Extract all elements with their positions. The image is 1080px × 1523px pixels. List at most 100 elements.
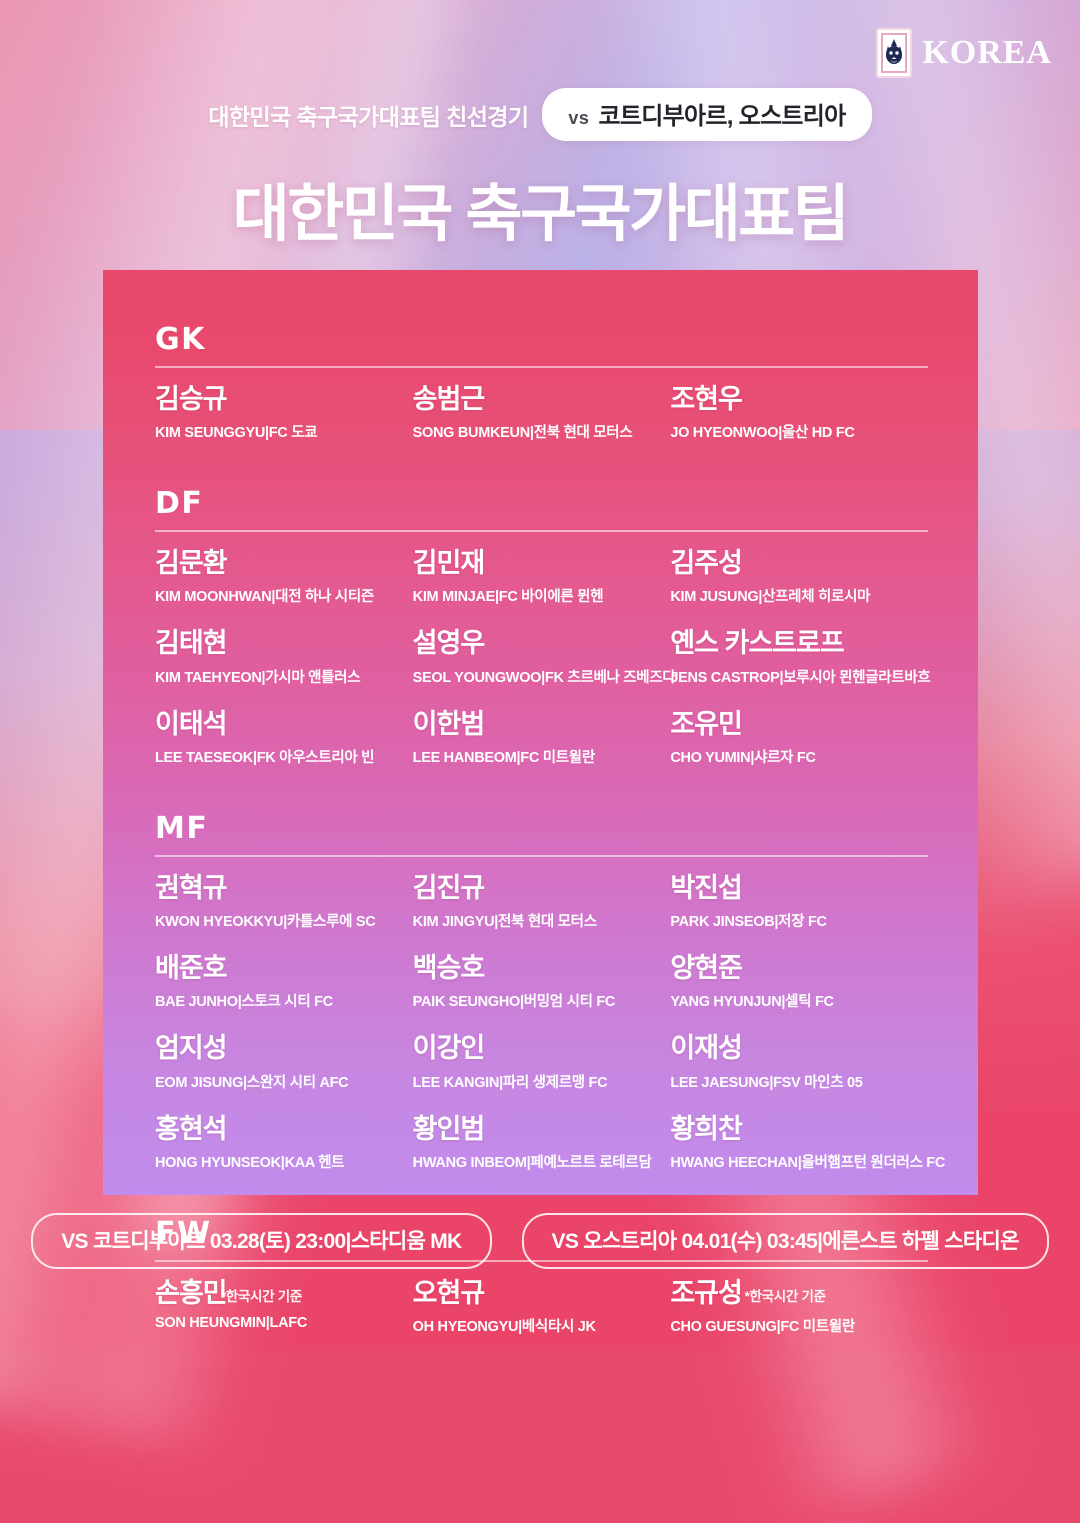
player-entry: 이강인 LEE KANGIN|파리 생제르맹 FC [413, 1033, 671, 1113]
player-row: 손흥민 SON HEUNGMIN|LAFC 오현규 OH HYEONGYU|베식타시 … [155, 1278, 928, 1358]
position-label-gk: GK [155, 322, 206, 357]
player-name: 황희찬 [670, 1113, 743, 1144]
position-label-mf: MF [155, 810, 209, 846]
squad-card: GK 김승규 KIM SEUNGGYU|FC 도쿄 송범근 SONG BUMKEUN|전… [103, 270, 978, 1335]
player-romanized-and-club: SON HEUNGMIN|LAFC [155, 1315, 308, 1332]
player-entry: 양현준 YANG HYUNJUN|셀틱 FC [670, 953, 928, 1033]
player-entry: 이태석 LEE TAESEOK|FK 아우스트리아 빈 [155, 709, 413, 789]
player-romanized-and-club: PAIK SEUNGHO|버밍엄 시티 FC [412, 994, 616, 1011]
page-title: 대한민국 축구국가대표팀 [232, 180, 850, 249]
player-romanized-and-club: OH HYEONGYU|베식타시 JK [412, 1319, 596, 1336]
player-entry: 김태현 KIM TAEHYEON|가시마 앤틀러스 [155, 628, 413, 708]
player-romanized-and-club: HONG HYUNSEOK|KAA 헨트 [155, 1154, 345, 1171]
player-entry: 이한범 LEE HANBEOM|FC 미트윌란 [413, 709, 671, 789]
player-entry: 김주성 KIM JUSUNG|산프레체 히로시마 [670, 548, 928, 628]
match-fixture: VS 오스트리아 04.01(수) 03:45|에른스트 하펠 스타디온 *한국시… [521, 1213, 1049, 1305]
player-name: 옌스 카스트로프 [670, 628, 844, 659]
player-name: 김문환 [155, 548, 228, 579]
player-romanized-and-club: YANG HYUNJUN|셀틱 FC [670, 994, 834, 1011]
player-row: 배준호 BAE JUNHO|스토크 시티 FC 백승호 PAIK SEUNGHO|버밍… [155, 953, 928, 1033]
player-romanized-and-club: CHO GUESUNG|FC 미트윌란 [670, 1319, 855, 1336]
player-row: 김승규 KIM SEUNGGYU|FC 도쿄 송범근 SONG BUMKEUN|전북 … [155, 384, 928, 464]
match-info-pill[interactable]: VS 오스트리아 04.01(수) 03:45|에른스트 하펠 스타디온 [521, 1213, 1049, 1269]
player-name: 이재성 [670, 1033, 743, 1064]
kfa-tiger-emblem-icon [876, 28, 913, 78]
player-row: 권혁규 KWON HYEOKKYU|카틀스루에 SC 김진규 KIM JINGYU|전… [155, 873, 928, 953]
player-entry: 김진규 KIM JINGYU|전북 현대 모터스 [413, 873, 671, 953]
player-romanized-and-club: LEE HANBEOM|FC 미트윌란 [412, 749, 596, 766]
header-subtitle-row: 대한민국 축구국가대표팀 친선경기 vs 코트디부아르, 오스트리아 [0, 88, 1080, 141]
header-subtitle: 대한민국 축구국가대표팀 친선경기 [208, 103, 529, 130]
player-row: 김문환 KIM MOONHWAN|대전 하나 시티즌 김민재 KIM MINJAE|F… [155, 548, 928, 628]
player-name: 권혁규 [155, 872, 228, 903]
player-name: 오현규 [412, 1277, 486, 1308]
player-entry: 엄지성 EOM JISUNG|스완지 시티 AFC [155, 1033, 413, 1113]
group-spacer [155, 466, 928, 486]
player-entry: 조규성 CHO GUESUNG|FC 미트윌란 [670, 1278, 928, 1358]
player-name: 손흥민 [155, 1277, 228, 1308]
player-entry: 권혁규 KWON HYEOKKYU|카틀스루에 SC [155, 873, 413, 953]
player-rows: 권혁규 KWON HYEOKKYU|카틀스루에 SC 김진규 KIM JINGYU|전… [155, 873, 946, 1194]
group-divider [155, 854, 928, 857]
player-entry: 오현규 OH HYEONGYU|베식타시 JK [413, 1278, 671, 1358]
player-name: 이강인 [412, 1033, 486, 1064]
player-name: 조유민 [670, 708, 743, 739]
player-rows: 김문환 KIM MOONHWAN|대전 하나 시티즌 김민재 KIM MINJAE|F… [155, 548, 931, 789]
player-romanized-and-club: KIM MOONHWAN|대전 하나 시티즌 [155, 589, 374, 606]
player-entry: 송범근 SONG BUMKEUN|전북 현대 모터스 [413, 384, 671, 464]
player-romanized-and-club: KIM TAEHYEON|가시마 앤틀러스 [155, 669, 361, 686]
player-row: 이태석 LEE TAESEOK|FK 아우스트리아 빈 이한범 LEE HANBEOM… [155, 709, 928, 789]
match-info-footer: VS 코트디부아르 03.28(토) 23:00|스타디움 MK *한국시간 기준… [0, 1213, 1080, 1305]
player-entry: 홍현석 HONG HYUNSEOK|KAA 헨트 [155, 1114, 413, 1194]
player-entry: 조현우 JO HYEONWOO|울산 HD FC [670, 384, 928, 464]
player-name: 양현준 [670, 953, 743, 984]
player-romanized-and-club: JO HYEONWOO|울산 HD FC [670, 425, 855, 442]
match-info-pill[interactable]: VS 코트디부아르 03.28(토) 23:00|스타디움 MK [31, 1213, 492, 1269]
player-entry: 백승호 PAIK SEUNGHO|버밍엄 시티 FC [413, 953, 671, 1033]
player-name: 김승규 [155, 384, 228, 414]
player-entry: 김문환 KIM MOONHWAN|대전 하나 시티즌 [155, 548, 413, 628]
player-entry: 김승규 KIM SEUNGGYU|FC 도쿄 [155, 384, 413, 464]
player-entry: 이재성 LEE JAESUNG|FSV 마인츠 05 [670, 1033, 928, 1113]
player-romanized-and-club: KWON HYEOKKYU|카틀스루에 SC [155, 914, 376, 931]
player-name: 엄지성 [155, 1033, 228, 1064]
timezone-note: *한국시간 기준 [744, 1289, 826, 1304]
player-name: 김진규 [412, 872, 486, 903]
player-name: 조규성 [670, 1277, 743, 1308]
opponents-pill: vs 코트디부아르, 오스트리아 [542, 88, 872, 141]
player-rows: 김승규 KIM SEUNGGYU|FC 도쿄 송범근 SONG BUMKEUN|전북 … [155, 384, 928, 464]
player-romanized-and-club: SONG BUMKEUN|전북 현대 모터스 [412, 425, 633, 442]
header: 대한민국 축구국가대표팀 친선경기 vs 코트디부아르, 오스트리아 대한민국 … [0, 88, 1080, 253]
player-name: 설영우 [412, 628, 486, 659]
player-name: 이한범 [412, 708, 486, 739]
player-name: 김주성 [670, 548, 743, 579]
player-entry: 조유민 CHO YUMIN|샤르자 FC [670, 709, 928, 789]
position-group-gk: GK 김승규 KIM SEUNGGYU|FC 도쿄 송범근 SONG BUMKEUN|전… [155, 322, 928, 464]
player-entry: 황희찬 HWANG HEECHAN|울버햄프턴 원더러스 FC [670, 1113, 946, 1194]
player-entry: 배준호 BAE JUNHO|스토크 시티 FC [155, 953, 413, 1033]
player-row: 홍현석 HONG HYUNSEOK|KAA 헨트 황인범 HWANG INBEOM|페… [155, 1113, 946, 1194]
player-romanized-and-club: SEOL YOUNGWOO|FK 츠르베나 즈베즈다 [412, 669, 676, 686]
position-label-df: DF [155, 486, 204, 522]
player-name: 김태현 [155, 628, 228, 659]
player-entry: 설영우 SEOL YOUNGWOO|FK 츠르베나 즈베즈다 [412, 628, 676, 708]
kfa-logo: KOREA [876, 28, 1052, 78]
player-romanized-and-club: LEE KANGIN|파리 생제르맹 FC [412, 1074, 608, 1091]
player-entry: 황인범 HWANG INBEOM|페예노르트 로테르담 [413, 1114, 671, 1194]
timezone-note: *한국시간 기준 [220, 1289, 302, 1304]
player-romanized-and-club: CHO YUMIN|샤르자 FC [670, 749, 816, 766]
logo-text: KOREA [922, 34, 1052, 71]
player-name: 박진섭 [670, 872, 743, 903]
group-divider [155, 366, 928, 368]
player-name: 이태석 [155, 708, 228, 739]
player-romanized-and-club: JENS CASTROP|보루시아 묀헨글라트바흐 [670, 669, 931, 686]
player-name: 김민재 [412, 548, 486, 579]
player-romanized-and-club: HWANG HEECHAN|울버햄프턴 원더러스 FC [670, 1154, 946, 1171]
opponents-text: 코트디부아르, 오스트리아 [598, 103, 846, 130]
player-rows: 손흥민 SON HEUNGMIN|LAFC 오현규 OH HYEONGYU|베식타시 … [155, 1278, 928, 1358]
player-entry: 옌스 카스트로프 JENS CASTROP|보루시아 묀헨글라트바흐 [670, 628, 931, 708]
group-spacer [155, 791, 928, 811]
player-name: 조현우 [670, 384, 743, 414]
position-group-df: DF 김문환 KIM MOONHWAN|대전 하나 시티즌 김민재 KIM MINJAE… [155, 486, 931, 789]
player-romanized-and-club: KIM JUSUNG|산프레체 히로시마 [670, 589, 871, 606]
